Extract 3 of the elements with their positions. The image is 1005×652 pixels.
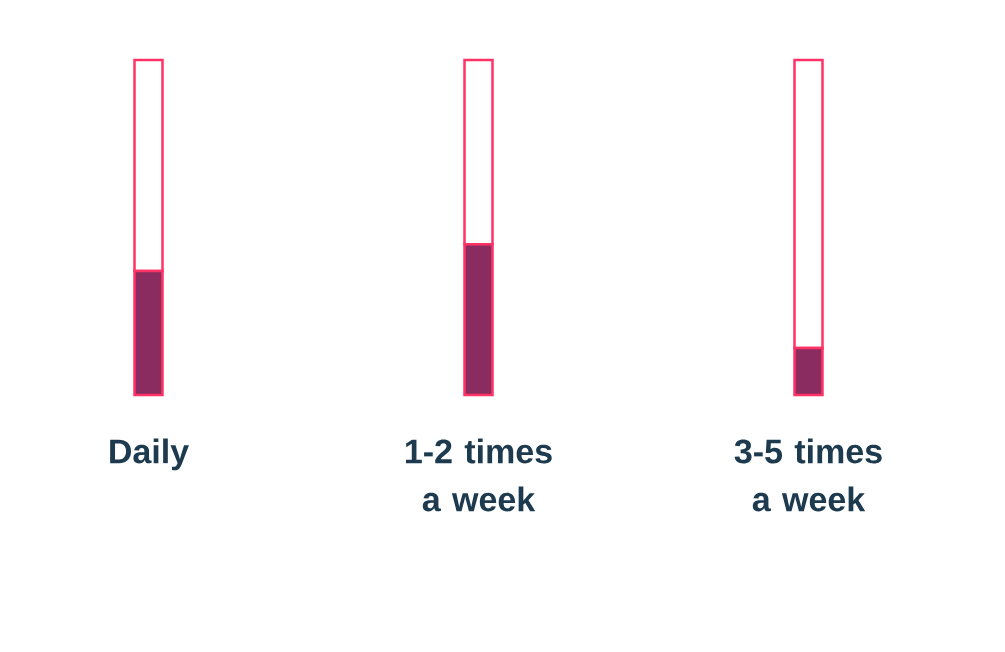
- x-tick-label: 1-2 times a week: [406, 438, 552, 512]
- x-tick-label: Daily: [110, 438, 189, 471]
- x-tick-label: 3-5 times a week: [734, 438, 882, 512]
